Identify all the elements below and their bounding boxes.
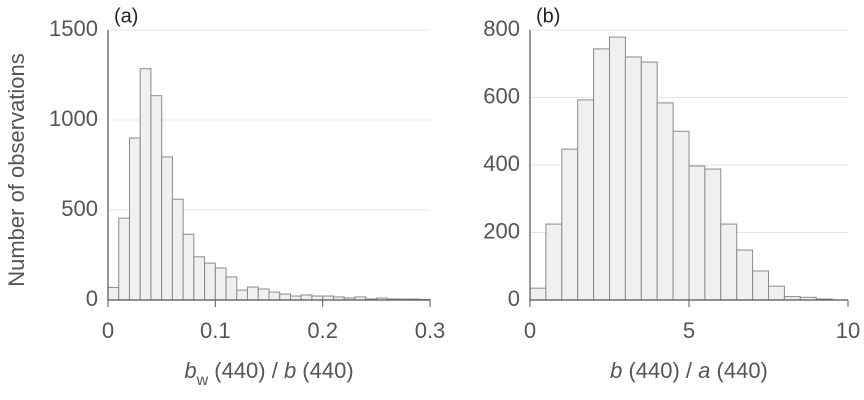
- bar: [268, 291, 281, 301]
- bar: [768, 285, 785, 301]
- bar: [624, 56, 642, 301]
- bar: [736, 249, 754, 301]
- x-tick-label: 5: [683, 318, 695, 343]
- x-axis-label-part: (440): [296, 358, 353, 383]
- bar: [545, 223, 563, 301]
- y-tick-label: 400: [483, 151, 520, 176]
- bar: [720, 223, 738, 301]
- bar: [139, 68, 152, 301]
- bar: [107, 286, 120, 301]
- bar: [118, 217, 130, 301]
- bar: [204, 262, 216, 301]
- bar: [182, 233, 195, 301]
- bar: [593, 48, 610, 301]
- bar: [704, 168, 722, 301]
- bar: [214, 267, 227, 301]
- bar: [193, 256, 206, 301]
- y-tick-label: 200: [483, 218, 520, 243]
- panel-label: (a): [114, 5, 138, 27]
- bar: [561, 148, 579, 301]
- y-tick-label: 0: [86, 286, 98, 311]
- x-tick-label: 0.1: [200, 318, 231, 343]
- y-tick-label: 600: [483, 83, 520, 108]
- x-axis-label-part: b: [284, 358, 296, 383]
- bar: [247, 286, 259, 301]
- bar: [300, 294, 313, 301]
- bar: [672, 130, 690, 301]
- x-tick-label: 10: [836, 318, 860, 343]
- bar: [752, 270, 769, 301]
- bar: [225, 276, 238, 301]
- x-tick-label: 0: [524, 318, 536, 343]
- y-tick-label: 1000: [49, 106, 98, 131]
- x-axis-label-part: (440): [710, 358, 767, 383]
- x-axis-label-part: b: [610, 358, 622, 383]
- bar: [609, 36, 626, 301]
- bar: [577, 99, 595, 301]
- x-axis-label: bw (440) / b (440): [184, 358, 353, 389]
- x-tick-label: 0: [102, 318, 114, 343]
- bar: [150, 95, 163, 301]
- y-tick-label: 1500: [49, 16, 98, 41]
- x-axis-label-part: w: [196, 372, 209, 389]
- y-tick-label: 800: [483, 16, 520, 41]
- x-tick-label: 0.2: [307, 318, 338, 343]
- y-tick-label: 0: [508, 286, 520, 311]
- y-tick-label: 500: [61, 196, 98, 221]
- x-axis-label-part: b: [184, 358, 196, 383]
- bar: [640, 61, 658, 301]
- x-axis-label: b (440) / a (440): [610, 358, 768, 383]
- bar: [656, 102, 674, 301]
- x-axis-label-part: (440) /: [622, 358, 698, 383]
- bar: [688, 165, 706, 301]
- bar: [279, 293, 291, 301]
- x-tick-label: 0.3: [415, 318, 446, 343]
- y-axis-label: Number of observations: [4, 53, 29, 287]
- x-axis-label-part: a: [698, 358, 710, 383]
- x-axis-label-part: (440) /: [208, 358, 284, 383]
- panel-label: (b): [536, 5, 560, 27]
- bar: [257, 288, 270, 301]
- bar: [171, 198, 184, 301]
- bar: [529, 287, 547, 301]
- bar: [128, 137, 141, 301]
- bar: [236, 289, 249, 301]
- bar: [161, 156, 173, 301]
